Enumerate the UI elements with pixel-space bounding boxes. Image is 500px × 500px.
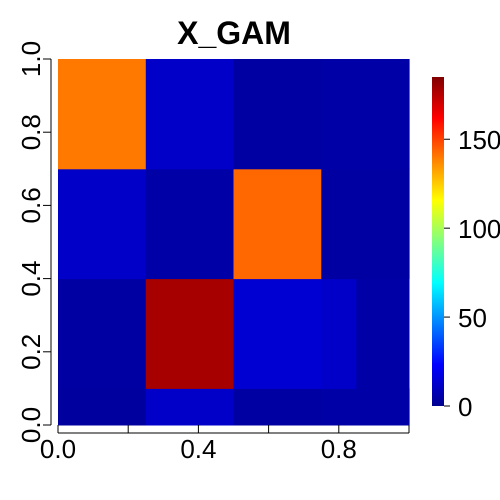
y-tick-label: 0.2	[16, 334, 46, 370]
y-tick-label: 0.8	[16, 114, 46, 150]
heatmap-block-10	[145, 168, 235, 280]
y-tick-label: 0.0	[16, 407, 46, 443]
heatmap-block-13	[58, 59, 147, 170]
heatmap-block-8	[356, 278, 410, 389]
heatmap-block-12	[321, 168, 410, 280]
heatmap-block-16	[321, 59, 410, 170]
y-tick-label: 0.6	[16, 187, 46, 223]
chart-title: X_GAM	[177, 15, 291, 51]
heatmap-block-3	[321, 388, 410, 426]
heatmap-block-9	[58, 168, 147, 280]
colorbar-tick-label: 150	[458, 125, 500, 155]
x-axis: 0.0 0.4 0.8	[40, 425, 410, 464]
colorbar-ticks: 0 50 100 150	[444, 125, 500, 422]
heatmap-block-4	[58, 278, 147, 389]
x-tick-label: 0.0	[40, 434, 76, 464]
x-tick-label: 0.4	[180, 434, 216, 464]
heatmap-block-11	[233, 168, 322, 280]
heatmap-cells	[58, 59, 410, 426]
y-tick-label: 1.0	[16, 41, 46, 77]
heatmap-block-14	[145, 59, 235, 170]
heatmap-block-7	[321, 278, 357, 389]
x-tick-label: 0.8	[321, 434, 357, 464]
heatmap-block-0	[58, 388, 147, 426]
y-tick-label: 0.4	[16, 261, 46, 297]
heatmap-block-6	[233, 278, 322, 389]
colorbar: 0 50 100 150	[432, 77, 500, 422]
colorbar-gradient	[432, 77, 444, 406]
colorbar-tick-label: 50	[458, 303, 487, 333]
heatmap-block-2	[233, 388, 322, 426]
heatmap-block-15	[233, 59, 322, 170]
colorbar-tick-label: 100	[458, 214, 500, 244]
heatmap-block-1	[145, 388, 235, 426]
y-axis: 0.0 0.2 0.4 0.6 0.8 1.0	[16, 41, 52, 443]
colorbar-tick-label: 0	[458, 392, 472, 422]
heatmap-block-5	[145, 278, 235, 389]
